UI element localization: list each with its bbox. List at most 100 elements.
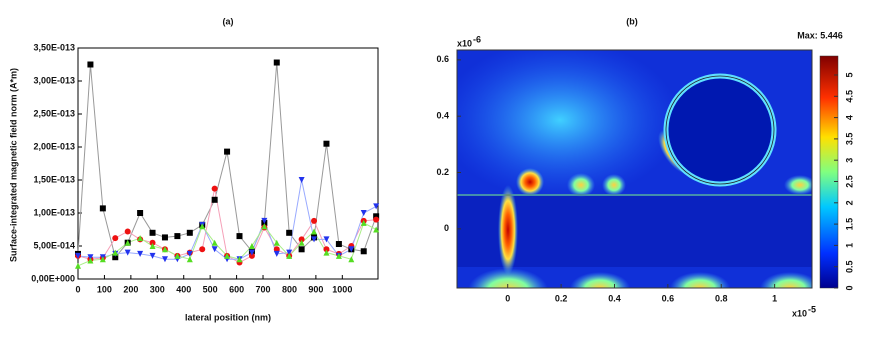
y-tick-label: 3,00E-013 [33,75,75,85]
data-point [298,236,305,243]
ring-outline [665,75,775,185]
data-point [199,223,206,230]
colorbar-tick-label: 1.5 [844,218,854,231]
data-point [99,205,106,212]
data-point [298,239,305,246]
field-frame [456,49,813,289]
data-point [273,59,280,66]
colorbar-tick-label: 5 [844,72,854,77]
x-tick-label: 0.8 [715,293,728,303]
y-axis-label: Surface-integrated magnetic field norm (… [8,68,18,262]
data-point [87,61,94,68]
data-point [273,250,280,257]
x-tick-label: 600 [229,284,244,294]
data-point [224,252,231,259]
y-tick-label: 0.6 [436,54,449,64]
data-point [286,229,293,236]
y-tick-label: 0.4 [436,111,449,121]
data-point [323,249,330,256]
y-tick-label: 0.2 [436,167,449,177]
data-point [149,239,156,246]
data-point [199,246,206,253]
data-point [311,236,318,243]
data-point [149,252,156,259]
data-point [124,228,131,235]
plot-frame [77,47,379,280]
x-tick-label: 900 [308,284,323,294]
data-point [211,196,218,203]
x-tick-label: 0.2 [555,293,568,303]
data-point [137,250,144,257]
data-point [174,233,181,240]
data-point [186,250,193,257]
data-point [248,249,255,256]
x-axis-label: lateral position (nm) [185,312,271,322]
field-image [457,50,812,288]
y-tick-label: 5,00E-014 [33,240,75,250]
colorbar [819,55,839,289]
colorbar-tick-label: 4.5 [844,90,854,103]
data-point [224,148,231,155]
data-point [248,243,255,249]
x-tick-label: 700 [256,284,271,294]
x-tick-label: 1 [772,293,777,303]
x-tick-label: 500 [203,284,218,294]
data-point [211,246,218,253]
data-point [348,246,355,253]
data-point [273,239,280,246]
data-point [298,177,305,183]
data-point [211,239,218,246]
data-point [75,262,81,269]
data-point [311,217,318,224]
data-point [348,256,355,263]
colorbar-max-label: Max: 5.446 [797,30,843,40]
y-tick-label: 2,00E-013 [33,141,75,151]
x-tick-label: 300 [150,284,165,294]
data-point [323,246,330,253]
data-point [323,236,330,243]
y-tick-label: 3,50E-013 [33,42,75,52]
x-tick-label: 400 [176,284,191,294]
data-point [286,252,293,259]
panel-title: (a) [223,16,234,26]
data-point [99,256,106,263]
data-point [360,248,367,255]
data-point [236,256,243,263]
x-tick-label: 200 [123,284,138,294]
data-point [335,252,342,259]
data-point [112,235,119,242]
data-point [87,257,94,264]
series-line [77,179,377,260]
data-point [248,252,255,259]
colorbar-tick-label: 0 [844,285,854,290]
data-point [335,241,342,248]
x-tick-label: 0.6 [662,293,675,303]
data-point [149,243,156,249]
data-point [161,256,168,263]
series-line [77,188,377,264]
data-point [236,233,243,240]
y-tick-label: 2,50E-013 [33,108,75,118]
y-tick-label: 0 [444,223,449,233]
data-point [124,249,131,256]
hotspot [567,173,595,197]
hotspot [570,272,630,288]
colorbar-tick-label: 0.5 [844,260,854,273]
hotspot [498,185,518,275]
data-point [273,246,280,253]
x-tick-label: 800 [282,284,297,294]
data-point [112,249,119,256]
data-point [124,239,131,246]
data-point [373,226,380,233]
colorbar-tick-label: 3.5 [844,133,854,146]
hotspot [760,272,812,288]
ring-resonator [663,73,777,187]
colorbar-tick-label: 2.5 [844,175,854,188]
data-point [261,223,268,230]
x-tick-label: 0.4 [608,293,621,303]
x-tick-label: 0 [75,284,80,294]
y-tick-label: 1,50E-013 [33,174,75,184]
data-point [174,252,181,259]
axis-multiplier-exponent: -5 [808,304,816,314]
